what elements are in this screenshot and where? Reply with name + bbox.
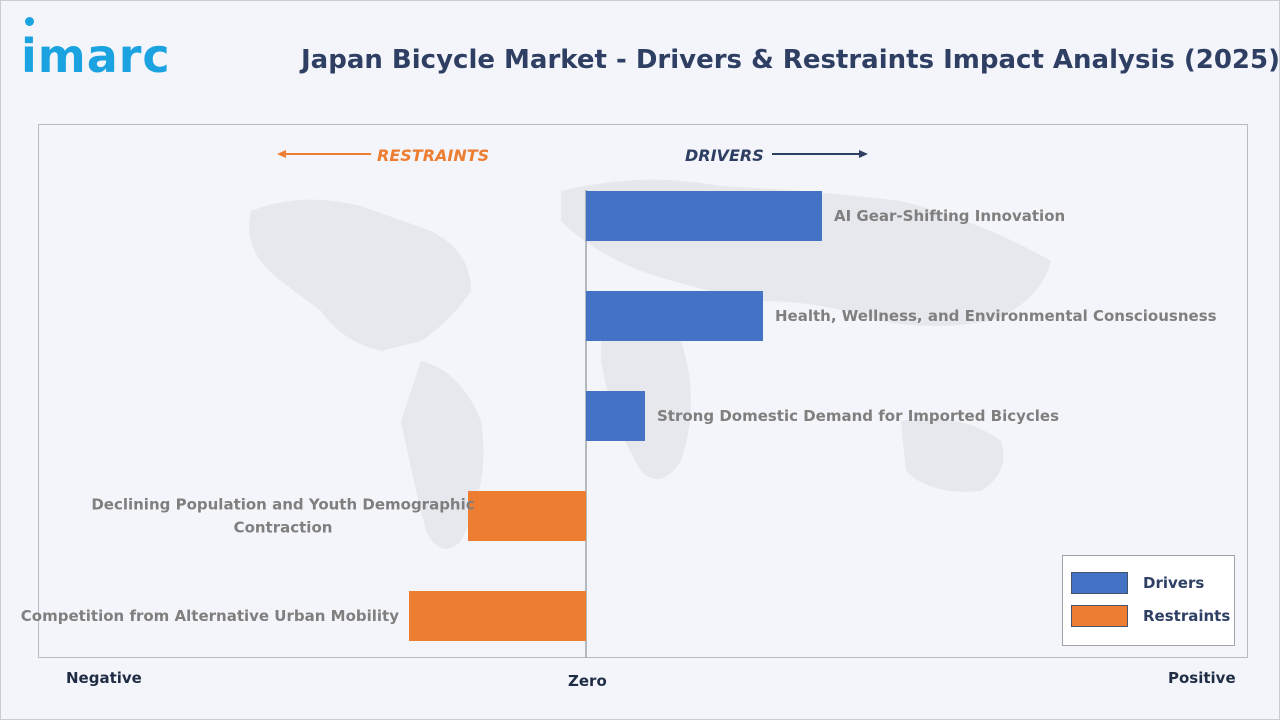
restraints-arrow-head — [277, 150, 286, 158]
legend: Drivers Restraints — [1062, 555, 1235, 646]
category-label-1-line-0: Health, Wellness, and Environmental Cons… — [775, 307, 1217, 325]
category-label-3-line-1: Contraction — [234, 519, 333, 537]
bar-driver-0 — [586, 191, 822, 241]
header: imarc Japan Bicycle Market - Drivers & R… — [1, 1, 1280, 121]
category-label-4-line-0: Competition from Alternative Urban Mobil… — [21, 607, 399, 625]
category-label-2-line-0: Strong Domestic Demand for Imported Bicy… — [657, 407, 1059, 425]
world-map-watermark — [249, 179, 1051, 549]
bars-group — [409, 191, 822, 641]
category-label-4: Competition from Alternative Urban Mobil… — [21, 607, 399, 625]
legend-swatch-restraints — [1071, 605, 1128, 627]
bar-driver-2 — [586, 391, 645, 441]
restraints-direction-label: RESTRAINTS — [377, 146, 490, 165]
category-label-0-line-0: AI Gear-Shifting Innovation — [834, 207, 1065, 225]
bar-restraint-3 — [468, 491, 586, 541]
drivers-direction-label: DRIVERS — [685, 146, 764, 165]
legend-swatch-drivers — [1071, 572, 1128, 594]
legend-label-restraints: Restraints — [1143, 607, 1231, 625]
category-label-3: Declining Population and Youth Demograph… — [91, 496, 474, 537]
imarc-logo: imarc — [21, 17, 171, 83]
bar-restraint-4 — [409, 591, 586, 641]
category-labels-group: AI Gear-Shifting Innovation Health, Welln… — [21, 207, 1217, 625]
legend-label-drivers: Drivers — [1143, 574, 1205, 592]
category-label-2: Strong Domestic Demand for Imported Bicy… — [657, 407, 1059, 425]
category-label-1: Health, Wellness, and Environmental Cons… — [775, 307, 1217, 325]
logo-dot — [25, 17, 34, 26]
category-label-3-line-0: Declining Population and Youth Demograph… — [91, 496, 474, 514]
negative-axis-label: Negative — [66, 669, 142, 687]
category-label-0: AI Gear-Shifting Innovation — [834, 207, 1065, 225]
zero-axis-label: Zero — [568, 672, 607, 690]
positive-axis-label: Positive — [1168, 669, 1236, 687]
logo-text: imarc — [21, 29, 171, 83]
bar-driver-1 — [586, 291, 763, 341]
chart-title: Japan Bicycle Market - Drivers & Restrai… — [301, 45, 1280, 75]
drivers-arrow-head — [859, 150, 868, 158]
